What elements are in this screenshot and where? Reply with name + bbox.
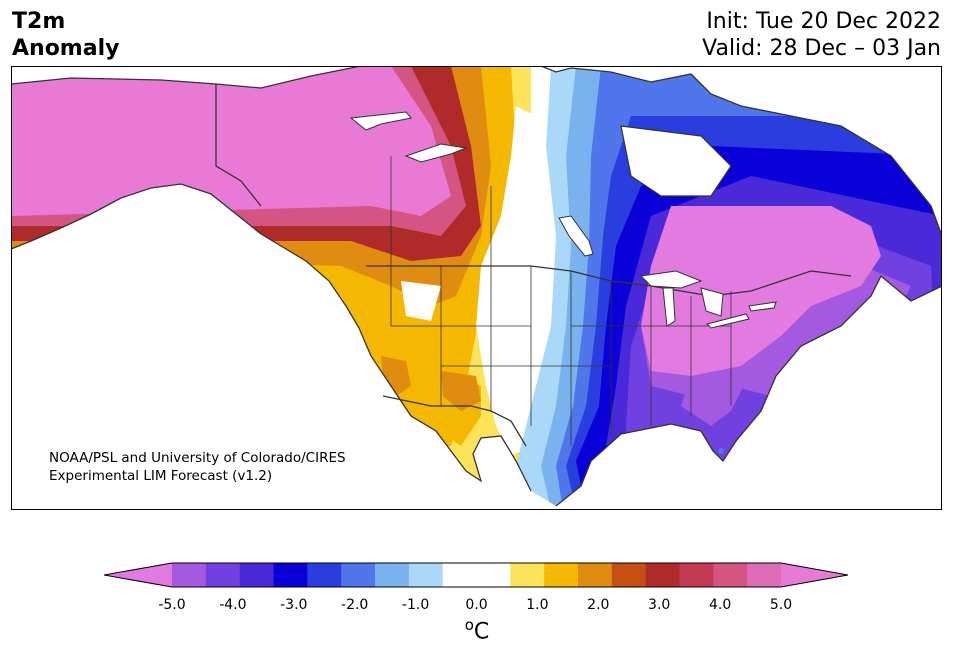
colorbar-cell <box>544 563 579 587</box>
colorbar-arrow-right <box>781 563 848 587</box>
colorbar-tick-label: 1.0 <box>526 597 549 613</box>
colorbar-tick-label: 5.0 <box>769 597 793 613</box>
colorbar-cell <box>341 563 376 587</box>
colorbar-tick-label: 4.0 <box>708 597 732 613</box>
colorbar-cell <box>645 563 680 587</box>
florida-spot <box>718 448 724 454</box>
lake-superior <box>639 270 703 289</box>
field-southwest-dark <box>381 356 481 411</box>
anomaly-map <box>11 66 942 510</box>
colorbar-cells <box>104 563 848 587</box>
colorbar-tick-label: 3.0 <box>648 597 671 613</box>
unit-base: C <box>473 619 490 645</box>
colorbar-cell <box>578 563 613 587</box>
colorbar <box>104 562 849 588</box>
init-date: Init: Tue 20 Dec 2022 <box>706 9 941 34</box>
credit-line-2: Experimental LIM Forecast (v1.2) <box>49 468 273 484</box>
credit-line-1: NOAA/PSL and University of Colorado/CIRE… <box>49 450 346 466</box>
colorbar-tick-label: 2.0 <box>587 597 610 613</box>
colorbar-cell <box>273 563 308 587</box>
field-southwest-orange <box>366 316 481 446</box>
colorbar-cell <box>611 563 647 587</box>
credit-text: NOAA/PSL and University of Colorado/CIRE… <box>49 449 346 485</box>
great-slave-lake <box>404 143 468 163</box>
colorbar-tick-label: -1.0 <box>401 597 430 613</box>
colorbar-cell <box>307 563 342 587</box>
colorbar-cell <box>408 563 444 587</box>
great-bear-lake <box>349 111 412 131</box>
state-lines <box>390 156 732 446</box>
colorbar-cell <box>375 563 410 587</box>
colorbar-cell <box>172 563 207 587</box>
plot-title: T2m Anomaly <box>12 8 119 62</box>
lake-erie <box>706 313 750 329</box>
lake-winnipeg <box>558 215 594 257</box>
colorbar-tick-label: 0.0 <box>465 597 488 613</box>
great-lakes <box>639 270 777 329</box>
colorbar-tick-label: -3.0 <box>280 597 308 613</box>
unit-superscript: o <box>464 616 474 634</box>
field-magenta-west <box>11 66 451 216</box>
colorbar-outline <box>104 562 849 588</box>
valid-date: Valid: 28 Dec – 03 Jan <box>702 36 941 61</box>
us-canada-border <box>366 265 852 297</box>
boundary-lines <box>11 66 942 507</box>
colorbar-tick-label: -2.0 <box>341 597 369 613</box>
colorbar-cell <box>679 563 714 587</box>
colorbar-cell <box>205 563 241 587</box>
alaska-border <box>215 84 262 207</box>
colorbar-cell <box>239 563 274 587</box>
field-florida-purple <box>681 371 751 426</box>
colorbar-tick-label: -4.0 <box>219 597 247 613</box>
colorbar-cell <box>476 563 511 587</box>
title-line-2: Anomaly <box>12 36 120 61</box>
forecast-dates: Init: Tue 20 Dec 2022 Valid: 28 Dec – 03… <box>702 8 941 62</box>
colorbar-unit: oC <box>465 616 490 644</box>
colorbar-cell <box>713 563 748 587</box>
colorbar-cell <box>510 563 545 587</box>
us-mexico-border <box>382 395 527 447</box>
lake-michigan <box>662 287 676 327</box>
field-plains-white <box>401 106 559 456</box>
title-line-1: T2m <box>12 9 66 34</box>
field-magenta-east <box>641 206 881 376</box>
colorbar-tick-label: -5.0 <box>158 597 186 613</box>
lake-ontario <box>748 301 777 312</box>
anomaly-field <box>11 66 942 506</box>
colorbar-cell <box>747 563 782 587</box>
colorbar-cell <box>442 563 477 587</box>
map-frame <box>11 66 942 510</box>
hudson-bay <box>620 125 732 197</box>
lake-huron <box>700 287 724 317</box>
colorbar-arrow-left <box>104 563 172 587</box>
